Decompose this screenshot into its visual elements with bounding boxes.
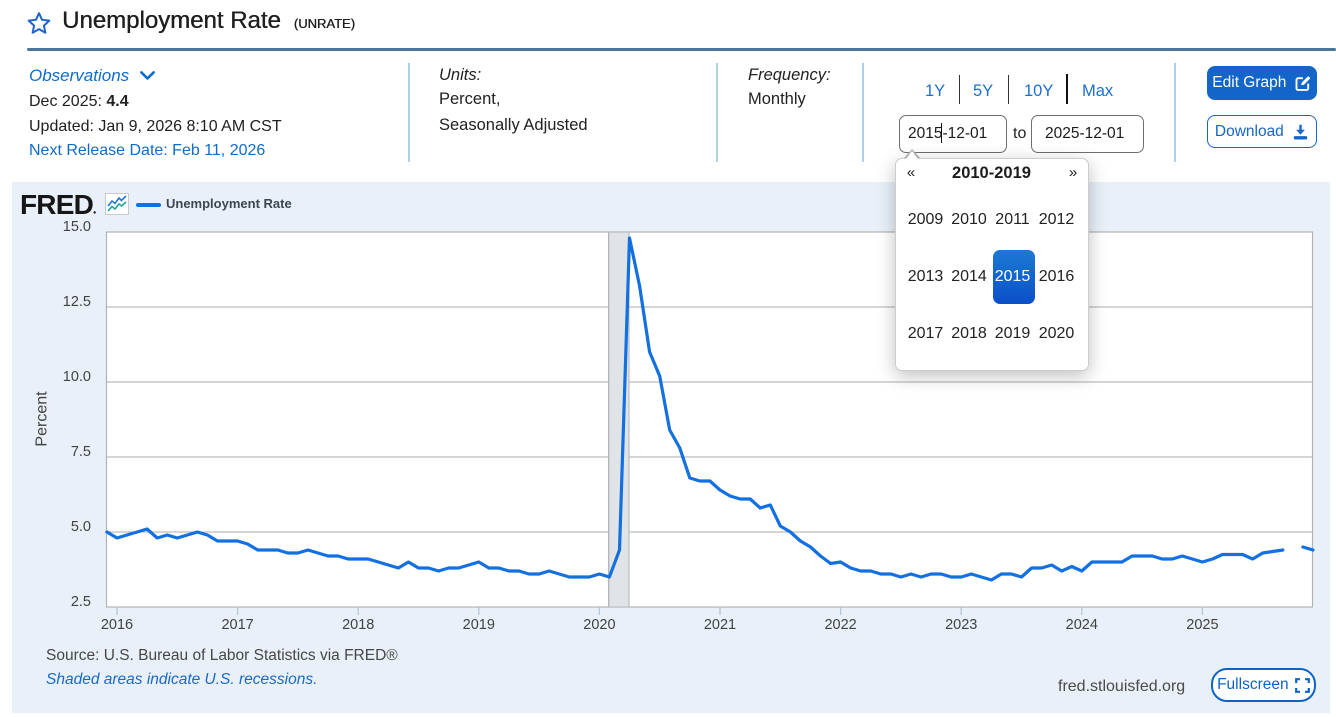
svg-text:2018: 2018: [342, 617, 374, 633]
svg-text:Percent: Percent: [34, 391, 51, 447]
svg-text:5.0: 5.0: [71, 519, 91, 535]
svg-text:2021: 2021: [704, 617, 736, 633]
svg-text:2020: 2020: [583, 617, 615, 633]
svg-text:2023: 2023: [945, 617, 977, 633]
svg-text:15.0: 15.0: [63, 219, 91, 235]
svg-text:2022: 2022: [824, 617, 856, 633]
svg-text:2016: 2016: [101, 617, 133, 633]
svg-text:2025: 2025: [1186, 617, 1218, 633]
svg-text:12.5: 12.5: [63, 294, 91, 310]
svg-text:2.5: 2.5: [71, 594, 91, 610]
svg-text:7.5: 7.5: [71, 444, 91, 460]
svg-text:10.0: 10.0: [63, 369, 91, 385]
svg-text:2024: 2024: [1066, 617, 1098, 633]
svg-text:2019: 2019: [463, 617, 495, 633]
svg-text:2017: 2017: [221, 617, 253, 633]
